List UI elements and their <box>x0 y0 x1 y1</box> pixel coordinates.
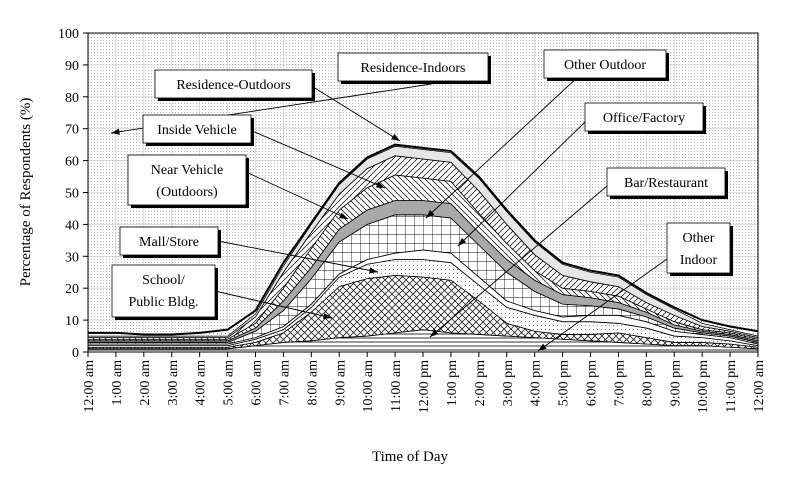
callout-label: Mall/Store <box>139 235 199 250</box>
callout-label: Residence-Outdoors <box>176 78 290 93</box>
x-tick-label: 9:00 pm <box>668 360 683 406</box>
y-tick-label: 10 <box>65 314 79 329</box>
x-tick-label: 8:00 pm <box>640 360 655 406</box>
x-tick-label: 5:00 pm <box>557 360 572 406</box>
x-tick-label: 9:00 am <box>333 360 348 406</box>
x-tick-label: 2:00 am <box>138 360 153 406</box>
x-tick-label: 3:00 am <box>166 360 181 406</box>
callout-label: Public Bldg. <box>128 295 198 310</box>
callout-label: Other Outdoor <box>564 58 646 73</box>
x-tick-label: 10:00 am <box>361 360 376 413</box>
x-tick-label: 8:00 am <box>305 360 320 406</box>
callout: Residence-Outdoors <box>154 69 401 142</box>
y-tick-label: 100 <box>58 27 79 42</box>
callout-box <box>154 69 313 99</box>
callout-arrowhead <box>391 133 400 141</box>
x-tick-label: 6:00 pm <box>585 360 600 406</box>
callout: Near Vehicle (Outdoors) <box>127 154 349 220</box>
callout-arrow <box>217 240 379 273</box>
callout-arrowhead <box>426 209 435 218</box>
callout-arrow <box>537 258 668 352</box>
callout-arrowhead <box>430 329 439 337</box>
callout-box <box>142 114 252 144</box>
x-tick-label: 12:00 am <box>752 360 767 413</box>
x-tick-label: 2:00 pm <box>473 360 488 406</box>
callout-box <box>127 154 247 206</box>
callout: Office/Factory <box>457 102 706 247</box>
x-tick-label: 3:00 pm <box>501 360 516 406</box>
x-tick-label: 11:00 am <box>389 360 404 412</box>
callout-label: Residence-Indoors <box>361 61 466 76</box>
callout-arrowhead <box>376 181 385 188</box>
total-line <box>88 143 759 336</box>
callout-label: School/ <box>142 273 185 288</box>
callout-arrowhead <box>339 212 348 219</box>
callout-arrowhead <box>458 237 467 246</box>
callout: School/Public Bldg. <box>111 264 333 320</box>
y-axis-label: Percentage of Respondents (%) <box>18 98 34 287</box>
axes: 0 10 20 30 40 50 60 70 80 90 100 12:00 am 1:00 am 2:0… <box>58 27 767 413</box>
x-tick-label: 11:00 pm <box>724 360 739 413</box>
callout: Other Outdoor <box>425 49 669 219</box>
y-tick-label: 20 <box>65 282 79 297</box>
y-tick-label: 40 <box>65 218 79 233</box>
x-tick-label: 7:00 pm <box>612 360 627 406</box>
callout-arrow <box>214 290 333 319</box>
callout-box <box>337 52 489 82</box>
callout: Residence-Indoors <box>110 52 491 135</box>
callout-box <box>666 222 731 274</box>
callout-label: Indoor <box>680 253 718 268</box>
x-tick-label: 7:00 am <box>277 360 292 406</box>
callout-label: Other <box>683 231 715 246</box>
callout-label: Inside Vehicle <box>157 123 236 138</box>
callout-box <box>543 49 667 79</box>
x-tick-label: 10:00 pm <box>696 360 711 413</box>
x-tick-label: 6:00 am <box>250 360 265 406</box>
callout: Mall/Store <box>119 226 379 274</box>
x-axis-label: Time of Day <box>372 449 449 465</box>
callout-arrow <box>425 74 581 219</box>
callout: Inside Vehicle <box>142 114 386 189</box>
x-tick-label: 5:00 am <box>222 360 237 406</box>
callout-box <box>119 226 219 256</box>
y-tick-label: 70 <box>65 123 79 138</box>
callout-arrowhead <box>538 343 547 351</box>
y-tick-label: 0 <box>72 346 79 361</box>
callout-label: Office/Factory <box>603 111 685 126</box>
callout-box <box>584 102 704 132</box>
y-tick-label: 80 <box>65 91 79 106</box>
callout: Bar/Restaurant <box>429 167 728 338</box>
x-tick-label: 12:00 am <box>82 360 97 413</box>
x-tick-label: 1:00 pm <box>445 360 460 406</box>
callout-arrowhead <box>369 267 378 274</box>
x-tick-label: 12:00 pm <box>417 360 432 413</box>
y-tick-label: 50 <box>65 187 79 202</box>
callout-label: Bar/Restaurant <box>624 176 708 191</box>
x-tick-label: 4:00 am <box>194 360 209 406</box>
callout-label: Near Vehicle <box>151 163 223 178</box>
callout-arrow <box>249 129 386 189</box>
x-tick-label: 4:00 pm <box>529 360 544 406</box>
callout-label: (Outdoors) <box>156 185 218 200</box>
callout: Other Indoor <box>537 222 733 352</box>
x-tick-label: 1:00 am <box>110 360 125 406</box>
annotations: Residence-Indoors Residence-Outdoors Other… <box>110 49 733 352</box>
callout-arrow <box>309 84 401 142</box>
callout-arrowhead <box>323 313 332 320</box>
callout-arrow <box>457 121 586 247</box>
y-tick-label: 30 <box>65 250 79 265</box>
y-tick-label: 60 <box>65 155 79 170</box>
callout-box <box>111 264 216 318</box>
callout-arrow <box>245 171 349 220</box>
callout-box <box>606 167 726 197</box>
callout-arrow <box>429 185 608 338</box>
callout-arrowhead <box>111 128 120 135</box>
y-tick-label: 90 <box>65 59 79 74</box>
